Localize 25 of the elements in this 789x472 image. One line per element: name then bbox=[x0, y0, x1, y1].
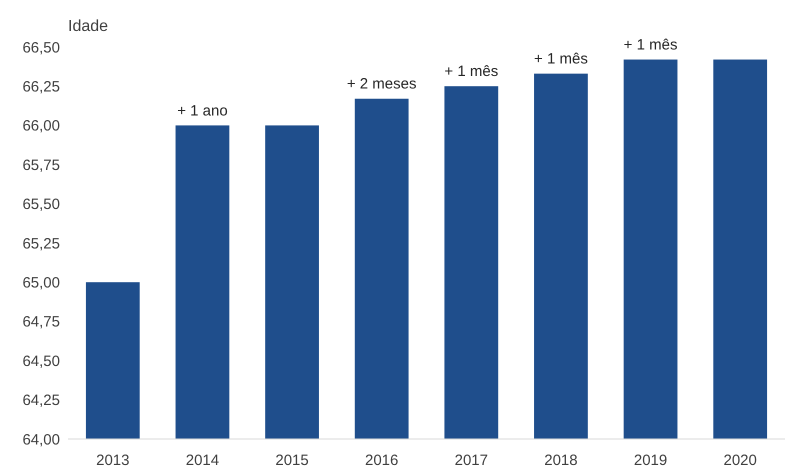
y-tick-label: 65,25 bbox=[22, 235, 60, 252]
x-tick-label: 2015 bbox=[275, 452, 309, 469]
y-tick-label: 65,50 bbox=[22, 196, 60, 214]
y-tick-label: 65,75 bbox=[22, 156, 60, 174]
annotation: + 1 mês bbox=[534, 50, 588, 68]
annotation: + 1 mês bbox=[444, 63, 498, 80]
annotation: + 1 mês bbox=[624, 36, 678, 54]
y-axis-title: Idade bbox=[68, 18, 108, 35]
x-tick-label: 2014 bbox=[186, 452, 220, 469]
x-tick-label: 2018 bbox=[544, 452, 578, 469]
y-tick-label: 66,25 bbox=[22, 78, 60, 96]
x-tick-label: 2020 bbox=[724, 452, 757, 469]
y-tick-label: 64,25 bbox=[22, 392, 60, 410]
y-tick-label: 64,75 bbox=[22, 314, 60, 331]
y-tick-label: 65,00 bbox=[22, 274, 60, 292]
annotation: + 1 ano bbox=[177, 102, 228, 120]
x-tick-label: 2019 bbox=[634, 452, 668, 469]
y-tick-label: 66,00 bbox=[22, 118, 60, 135]
y-tick-label: 66,50 bbox=[22, 39, 60, 56]
x-tick-label: 2017 bbox=[454, 452, 488, 469]
x-tick-label: 2016 bbox=[365, 452, 398, 469]
annotation: + 2 meses bbox=[346, 76, 416, 93]
y-tick-label: 64,00 bbox=[22, 431, 60, 448]
y-tick-label: 64,50 bbox=[22, 352, 60, 370]
x-tick-label: 2013 bbox=[96, 452, 130, 469]
